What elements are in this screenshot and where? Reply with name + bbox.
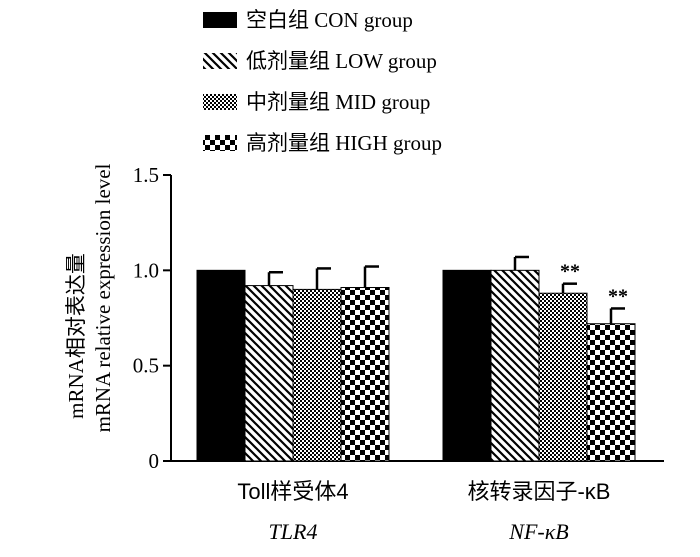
significance-label-1-2: ** <box>560 261 580 283</box>
category-label-en-0: TLR4 <box>269 519 318 544</box>
bar-0-0 <box>196 269 246 462</box>
legend-label-1: 低剂量组 LOW group <box>246 49 437 73</box>
bar-0-1 <box>244 285 294 462</box>
legend-label-2: 中剂量组 MID group <box>246 90 430 114</box>
y-axis-title-cn: mRNA相对表达量 <box>64 253 88 419</box>
y-tick-label-3: 1.5 <box>133 163 159 187</box>
legend: 空白组 CON group 低剂量组 LOW group 中剂量组 MID grou… <box>203 8 442 155</box>
y-tick-label-2: 1.0 <box>133 258 159 282</box>
bar-1-1 <box>490 269 540 462</box>
bar-1-2 <box>538 292 588 462</box>
significance-label-1-3: ** <box>608 285 628 307</box>
legend-label-3: 高剂量组 HIGH group <box>246 131 442 155</box>
axes: 0 0.5 1.0 1.5 mRNA相对表达量 mRNA relative express… <box>64 163 664 473</box>
labels: Toll样受体4 TLR4 ** ** 核转录因子-κB NF-κB <box>237 261 628 544</box>
legend-swatch-3 <box>203 135 237 151</box>
legend-label-0: 空白组 CON group <box>246 8 413 32</box>
legend-swatch-0 <box>203 12 237 28</box>
bars <box>196 255 636 462</box>
bar-0-2 <box>292 288 342 462</box>
bar-1-0 <box>442 269 492 462</box>
category-label-cn-0: Toll样受体4 <box>237 479 348 504</box>
y-tick-label-0: 0 <box>149 449 160 473</box>
legend-swatch-1 <box>203 53 237 69</box>
category-label-cn-1: 核转录因子-κB <box>467 479 610 504</box>
y-tick-label-1: 0.5 <box>133 354 159 378</box>
bar-0-3 <box>340 286 390 462</box>
legend-swatch-2 <box>203 94 237 110</box>
bar-1-3 <box>586 323 636 462</box>
category-label-en-1: NF-κB <box>508 519 568 544</box>
y-axis-title-en: mRNA relative expression level <box>91 163 115 432</box>
